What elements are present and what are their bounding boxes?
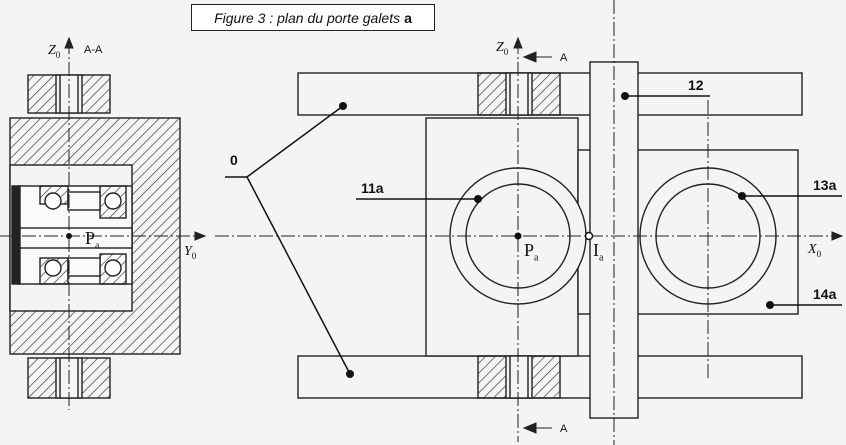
section-arrow-top-icon (522, 51, 537, 63)
section-point-pa (66, 233, 72, 239)
ref-0: 0 (230, 152, 238, 168)
section-label-pa: Pa (85, 228, 100, 252)
section-mark-top: A (560, 52, 568, 64)
section-ball (104, 192, 122, 210)
plan-point-pa (514, 232, 522, 240)
section-title: A-A (84, 44, 103, 56)
y-axis-arrow-icon (194, 231, 207, 241)
plan-axis-z: Z0 (496, 40, 509, 57)
section-ball (44, 192, 62, 210)
z-axis-arrow-icon (513, 36, 523, 49)
plan-label-ia: Ia (593, 240, 604, 264)
section-ball (104, 259, 122, 277)
section-arrow-bottom-icon (522, 422, 537, 434)
section-mark-bottom: A (560, 423, 568, 435)
caption-bold: a (404, 9, 412, 26)
plan-point-ia (584, 231, 594, 241)
z-axis-arrow-icon (64, 36, 74, 49)
plan-axis-x: X0 (808, 242, 822, 259)
section-axis-z: Z0 (48, 43, 61, 60)
section-axis-y: Y0 (184, 244, 197, 261)
figure-caption: Figure 3 : plan du porte galets a (191, 4, 435, 31)
leader-lines (225, 95, 842, 375)
ref-12: 12 (688, 77, 704, 93)
ref-13a: 13a (813, 177, 837, 193)
ref-14a: 14a (813, 286, 837, 302)
section-ball (44, 259, 62, 277)
ref-11a: 11a (361, 180, 384, 196)
plan-view (297, 61, 803, 419)
caption-text: Figure 3 : plan du porte galets (214, 9, 401, 26)
section-axle (17, 227, 133, 249)
x-axis-arrow-icon (831, 231, 844, 241)
plan-label-pa: Pa (524, 240, 539, 264)
